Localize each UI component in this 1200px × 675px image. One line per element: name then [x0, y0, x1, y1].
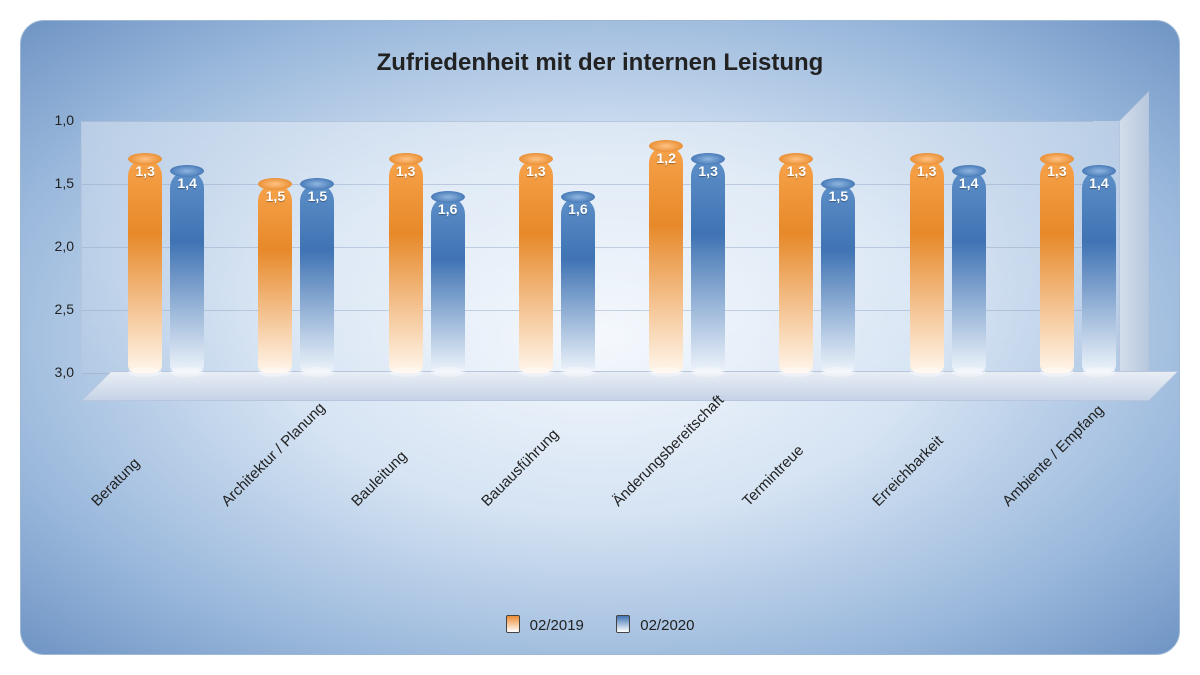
x-axis-label: Architektur / Planung [218, 413, 315, 510]
y-tick: 3,0 [34, 364, 74, 380]
x-axis-label: Bauleitung [348, 413, 445, 510]
bar-value-label: 1,4 [1082, 175, 1116, 191]
y-tick: 1,0 [34, 112, 74, 128]
bar-value-label: 1,3 [779, 163, 813, 179]
bar-value-label: 1,5 [258, 188, 292, 204]
legend-item-2020: 02/2020 [616, 615, 694, 634]
bar-value-label: 1,3 [128, 163, 162, 179]
bar: 1,4 [1082, 171, 1116, 373]
floor [81, 371, 1179, 401]
legend-item-2019: 02/2019 [506, 615, 584, 634]
x-axis-label: Änderungsbereitschaft [609, 413, 706, 510]
bar: 1,4 [170, 171, 204, 373]
y-tick: 2,5 [34, 301, 74, 317]
x-axis-label: Termintreue [739, 413, 836, 510]
bar-value-label: 1,6 [561, 201, 595, 217]
x-axis-label: Ambiente / Empfang [1000, 413, 1097, 510]
legend: 02/2019 02/2020 [21, 615, 1179, 634]
bar: 1,5 [821, 184, 855, 373]
bar: 1,3 [779, 159, 813, 373]
x-axis-labels: BeratungArchitektur / PlanungBauleitungB… [101, 413, 1101, 593]
bar: 1,3 [691, 159, 725, 373]
legend-label-2019: 02/2019 [530, 617, 584, 634]
bar-value-label: 1,2 [649, 150, 683, 166]
bar-value-label: 1,3 [389, 163, 423, 179]
legend-swatch-2020 [616, 615, 630, 633]
side-wall [1119, 91, 1149, 401]
bar: 1,3 [1040, 159, 1074, 373]
y-tick: 1,5 [34, 175, 74, 191]
bar: 1,5 [258, 184, 292, 373]
chart-panel: Zufriedenheit mit der internen Leistung … [20, 20, 1180, 655]
plot-stage: 1,01,52,02,53,0 1,31,41,51,51,31,61,31,6… [81, 121, 1149, 401]
bar: 1,3 [910, 159, 944, 373]
bar-value-label: 1,3 [691, 163, 725, 179]
page: Zufriedenheit mit der internen Leistung … [0, 0, 1200, 675]
bar-value-label: 1,3 [1040, 163, 1074, 179]
x-axis-label: Erreichbarkeit [869, 413, 966, 510]
chart-title: Zufriedenheit mit der internen Leistung [21, 49, 1179, 77]
bars-area: 1,3 1,4 1,5 1,5 1,3 1,6 1,3 1,6 1,2 1,3 1,3 1,5 1,3 1… [101, 121, 1101, 373]
bar-value-label: 1,5 [300, 188, 334, 204]
bar-value-label: 1,5 [821, 188, 855, 204]
legend-swatch-2019 [506, 615, 520, 633]
bar: 1,4 [952, 171, 986, 373]
bar: 1,6 [431, 197, 465, 373]
bar-value-label: 1,3 [910, 163, 944, 179]
bar-value-label: 1,4 [170, 175, 204, 191]
x-axis-label: Beratung [88, 413, 185, 510]
bar-value-label: 1,4 [952, 175, 986, 191]
bar: 1,2 [649, 146, 683, 373]
bar: 1,5 [300, 184, 334, 373]
bar-value-label: 1,6 [431, 201, 465, 217]
bar: 1,3 [389, 159, 423, 373]
bar-value-label: 1,3 [519, 163, 553, 179]
legend-label-2020: 02/2020 [640, 617, 694, 634]
bar: 1,3 [128, 159, 162, 373]
bar: 1,6 [561, 197, 595, 373]
bar: 1,3 [519, 159, 553, 373]
x-axis-label: Bauausführung [479, 413, 576, 510]
y-tick: 2,0 [34, 238, 74, 254]
